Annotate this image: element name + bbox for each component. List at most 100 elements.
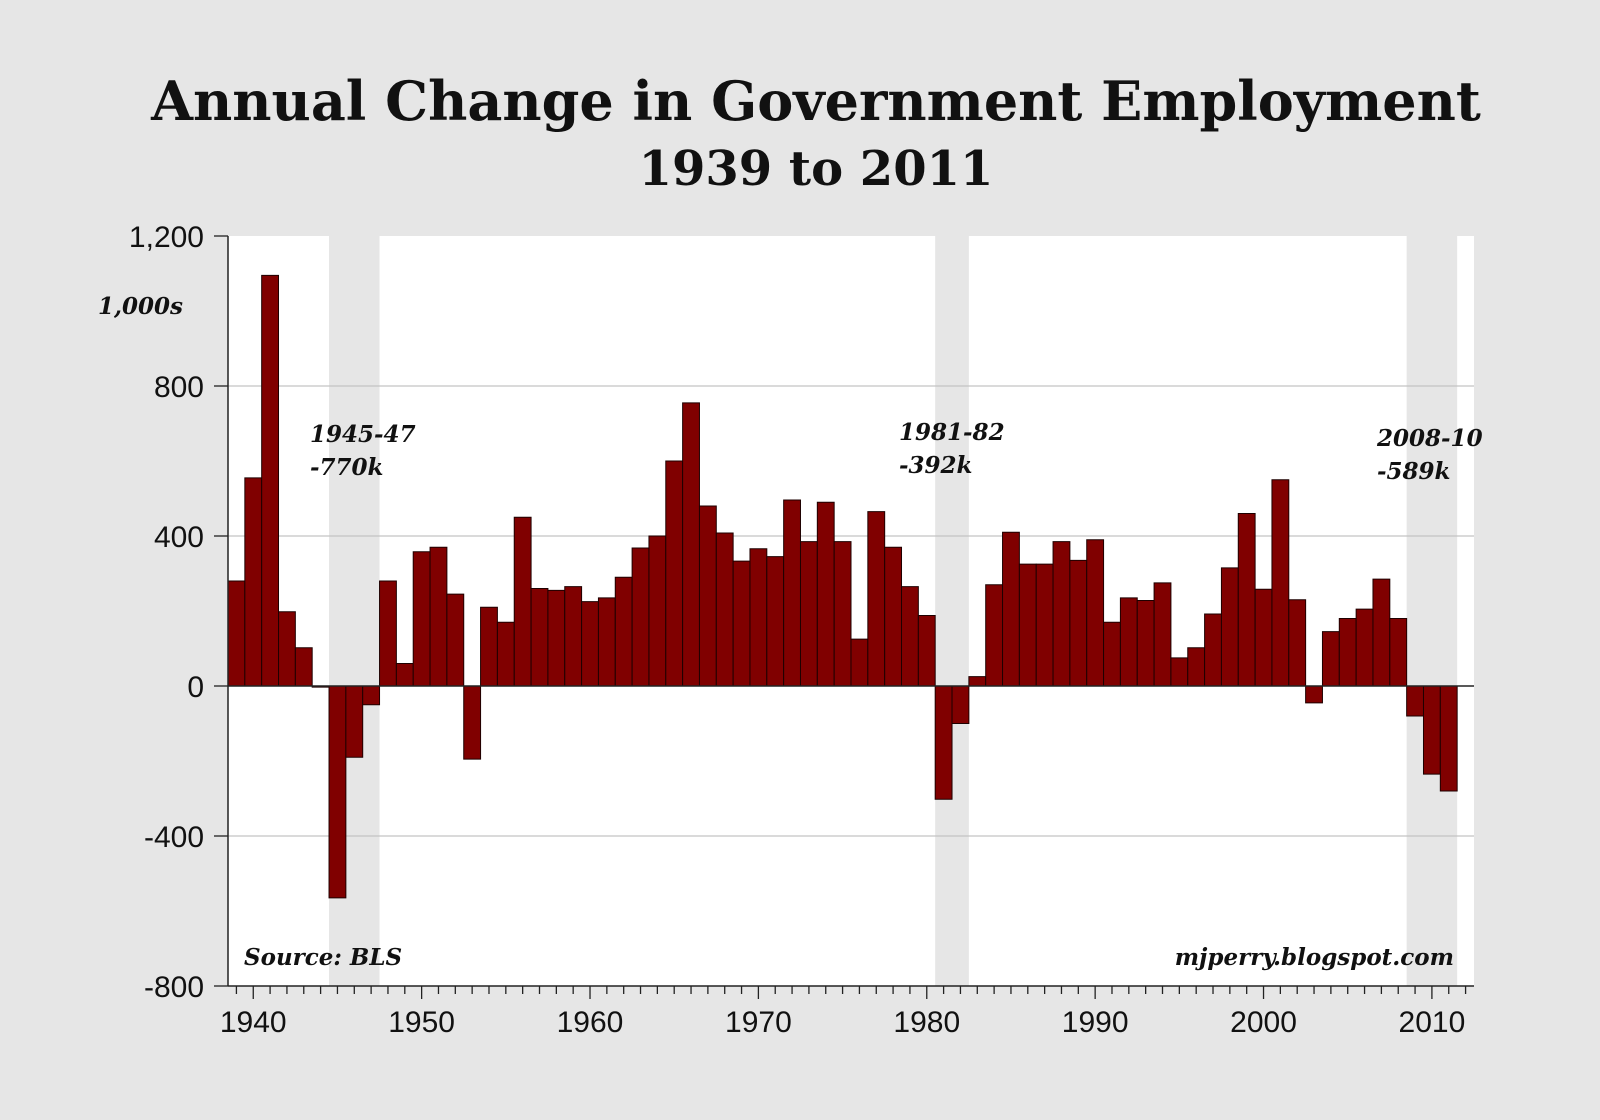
bar-1996	[1187, 647, 1206, 687]
bar-1968	[715, 532, 734, 687]
bar-2009	[1406, 685, 1424, 717]
recession-loss-2008-10: -589k	[1377, 458, 1451, 485]
y-tick-label--800: -800	[144, 971, 204, 1004]
recession-label-2008-10: 2008-10	[1376, 425, 1483, 452]
bar-1981	[934, 685, 953, 800]
x-tick-label-1950: 1950	[388, 1006, 455, 1039]
bar-1958	[547, 589, 566, 687]
bar-1985	[1002, 531, 1020, 687]
bar-1941	[261, 274, 280, 687]
bar-1976	[850, 638, 869, 687]
chart-subtitle: 1939 to 2011	[639, 141, 994, 197]
bar-2004	[1321, 631, 1340, 687]
bar-1987	[1035, 563, 1054, 687]
x-tick-label-1940: 1940	[220, 1006, 287, 1039]
recession-loss-1945-47: -770k	[310, 454, 384, 481]
bar-1951	[429, 546, 448, 687]
bar-1992	[1119, 597, 1138, 687]
bar-1946	[345, 685, 364, 758]
chart-title: Annual Change in Government Employment	[150, 69, 1481, 133]
bar-1998	[1220, 567, 1239, 687]
bar-2000	[1254, 588, 1273, 687]
recession-label-1981-82: 1981-82	[899, 419, 1005, 446]
bar-1984	[985, 584, 1004, 687]
x-tick-label-1980: 1980	[893, 1006, 960, 1039]
bar-1983	[968, 676, 987, 687]
bar-2006	[1355, 608, 1374, 687]
bar-1948	[379, 580, 397, 687]
bar-1973	[799, 541, 818, 687]
recession-shade-1981-82	[935, 236, 969, 986]
x-tick-label-1960: 1960	[557, 1006, 624, 1039]
bar-1963	[631, 547, 650, 687]
bar-1952	[446, 593, 465, 687]
bar-1967	[698, 505, 717, 687]
bar-1986	[1018, 563, 1037, 687]
bar-1943	[294, 647, 313, 687]
recession-shade-2008-10	[1406, 236, 1458, 986]
y-tick-label-800: 800	[154, 371, 204, 404]
bar-1997	[1204, 613, 1222, 687]
bar-1966	[682, 402, 700, 687]
bar-1947	[362, 685, 381, 706]
source-label: Source: BLS	[244, 944, 402, 971]
y-tick-label-400: 400	[154, 521, 204, 554]
x-tick-label-2010: 2010	[1399, 1006, 1466, 1039]
bar-1965	[665, 460, 684, 687]
bar-1949	[395, 663, 414, 687]
x-tick-label-1990: 1990	[1062, 1006, 1129, 1039]
y-axis-unit-label: 1,000s	[98, 293, 183, 320]
bar-1988	[1052, 541, 1071, 687]
bar-2007	[1372, 578, 1391, 687]
y-tick-label-1200: 1,200	[129, 221, 204, 254]
bar-1964	[648, 535, 667, 687]
bar-1977	[867, 511, 886, 687]
bar-1999	[1237, 513, 1256, 687]
bar-1962	[614, 576, 633, 687]
credit-label: mjperry.blogspot.com	[1175, 944, 1454, 971]
bar-2005	[1338, 618, 1357, 687]
bar-1979	[901, 586, 919, 687]
bar-1991	[1103, 621, 1121, 687]
bar-1955	[496, 621, 515, 687]
bar-1995	[1170, 657, 1189, 687]
bar-2002	[1288, 599, 1307, 687]
bar-1960	[581, 601, 599, 687]
recession-loss-1981-82: -392k	[899, 452, 973, 479]
bar-1959	[564, 586, 583, 687]
bar-1939	[227, 580, 246, 687]
bar-1971	[766, 556, 785, 687]
recession-label-1945-47: 1945-47	[310, 421, 416, 448]
bar-1969	[732, 560, 751, 687]
bar-1954	[480, 606, 498, 687]
x-tick-label-2000: 2000	[1230, 1006, 1297, 1039]
bar-1982	[951, 685, 970, 724]
bar-1940	[244, 477, 263, 687]
y-tick-label--400: -400	[144, 821, 204, 854]
bar-1956	[513, 516, 532, 687]
bar-1950	[412, 551, 431, 687]
bar-2010	[1422, 685, 1441, 775]
bar-1975	[833, 541, 852, 687]
bar-2003	[1305, 685, 1323, 704]
y-tick-label-0: 0	[187, 671, 204, 704]
bar-1945	[328, 685, 347, 899]
bar-2001	[1271, 479, 1290, 687]
bar-1953	[463, 685, 482, 760]
bar-1978	[884, 546, 903, 687]
bar-1974	[816, 501, 835, 687]
bar-1972	[783, 499, 801, 687]
bar-1993	[1136, 600, 1155, 687]
bar-1989	[1069, 559, 1088, 687]
bar-1990	[1086, 539, 1105, 687]
bar-1942	[278, 611, 296, 687]
bar-2008	[1389, 618, 1408, 687]
bar-1980	[917, 615, 936, 687]
bar-1957	[530, 588, 549, 687]
x-tick-label-1970: 1970	[725, 1006, 792, 1039]
bar-2011	[1439, 685, 1458, 792]
bar-1970	[749, 548, 768, 687]
bar-1961	[597, 597, 616, 687]
bar-1994	[1153, 582, 1172, 687]
